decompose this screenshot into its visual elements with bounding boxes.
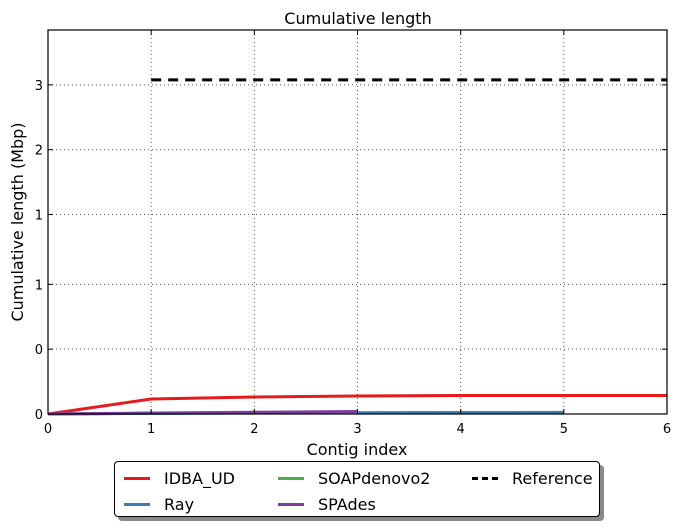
legend-item-spades: SPAdes [278,494,376,514]
series-line-idba-ud [47,394,667,416]
legend-item-soapdenovo2: SOAPdenovo2 [278,468,430,488]
x-tick-label: 5 [560,422,568,437]
legend-label-ray: Ray [164,494,195,514]
legend-swatch-spades [278,502,304,506]
legend: IDBA_UD Ray SOAPdenovo2 SPAdes Reference [114,461,600,517]
chart-title: Cumulative length [284,9,431,28]
y-tick-label: 2 [35,144,43,159]
x-tick-label: 1 [147,422,155,437]
legend-item-ray: Ray [124,494,194,514]
y-tick-label: 3 [35,79,43,94]
y-tick-label: 0 [35,408,43,423]
legend-item-idba-ud: IDBA_UD [124,468,235,488]
legend-label-spades: SPAdes [318,494,376,514]
legend-swatch-idba-ud [124,476,150,480]
x-axis-label: Contig index [307,440,408,459]
legend-swatch-ray [124,502,150,506]
y-tick-label: 1 [35,209,43,224]
legend-swatch-reference [472,476,498,480]
x-tick-label: 2 [250,422,258,437]
x-tick-label: 4 [457,422,465,437]
y-tick-label: 0 [35,343,43,358]
legend-label-soapdenovo2: SOAPdenovo2 [318,468,431,488]
grid [48,30,667,414]
x-tick-label: 0 [44,422,52,437]
x-tick-label: 6 [663,422,671,437]
legend-label-reference: Reference [512,468,593,488]
legend-label-idba-ud: IDBA_UD [164,468,235,488]
y-axis-label: Cumulative length (Mbp) [8,122,27,321]
legend-item-reference: Reference [472,468,593,488]
y-tick-label: 1 [35,278,43,293]
x-tick-label: 3 [353,422,361,437]
legend-swatch-soapdenovo2 [278,476,304,480]
